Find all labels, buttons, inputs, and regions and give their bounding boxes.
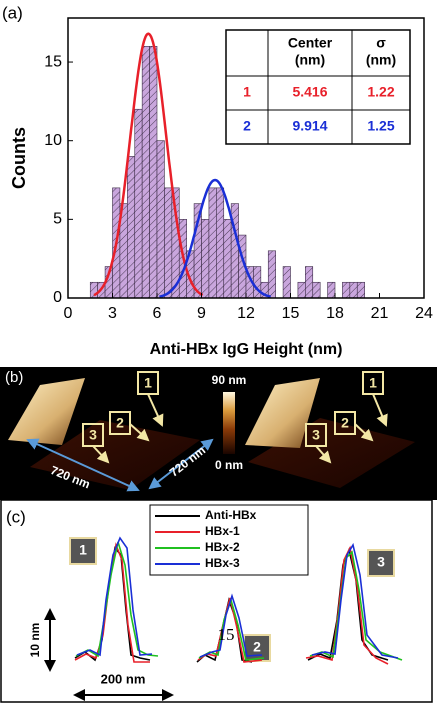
y-tick-label: 5	[53, 211, 62, 228]
x-tick-label: 6	[153, 305, 162, 322]
scale-max: 90 nm	[212, 373, 247, 387]
x-tick-label: 12	[237, 305, 255, 322]
table-header: (nm)	[366, 52, 396, 68]
table-cell: 1.25	[367, 118, 394, 134]
y-tick-label: 10	[44, 132, 62, 149]
page-number: 15	[218, 625, 235, 644]
marker-label: 1	[144, 375, 152, 391]
bar	[202, 219, 209, 298]
x-tick-label: 21	[371, 305, 389, 322]
panel-label: (c)	[6, 507, 26, 526]
bar	[127, 156, 134, 298]
table-cell: 1	[243, 84, 251, 100]
bar	[224, 219, 231, 298]
legend-label: HBx-1	[205, 524, 240, 538]
marker-label: 2	[116, 415, 124, 431]
marker-label: 3	[377, 554, 385, 570]
bar	[305, 267, 312, 298]
figure: (a) Anti-HBx IgG Height (nm) Counts 0 3 6 9…	[0, 0, 437, 703]
y-tick-label: 15	[44, 53, 62, 70]
x-tick-label: 15	[282, 305, 300, 322]
marker-label: 1	[79, 542, 87, 558]
legend-label: HBx-2	[205, 540, 240, 554]
bar	[142, 46, 149, 298]
x-tick-label: 9	[197, 305, 206, 322]
bar	[216, 188, 223, 298]
bar	[283, 267, 290, 298]
color-bar	[223, 392, 235, 454]
scale-min: 0 nm	[215, 458, 243, 472]
histogram-panel: (a) Anti-HBx IgG Height (nm) Counts 0 3 6 9…	[2, 3, 433, 358]
table-header: Center	[288, 35, 333, 51]
horizontal-scale-label: 200 nm	[101, 671, 146, 686]
table-header: (nm)	[295, 52, 325, 68]
marker-label: 2	[253, 639, 261, 655]
bar	[157, 141, 164, 298]
legend-label: Anti-HBx	[205, 508, 257, 522]
bar	[268, 251, 275, 298]
y-axis-label: Counts	[9, 127, 29, 189]
table-cell: 1.22	[367, 84, 394, 100]
bar	[313, 282, 320, 298]
x-tick-label: 3	[108, 305, 117, 322]
bar	[328, 282, 335, 298]
marker-label: 2	[341, 415, 349, 431]
marker-label: 1	[369, 375, 377, 391]
x-tick-label: 24	[415, 305, 433, 322]
legend-label: HBx-3	[205, 556, 240, 570]
table-header: σ	[376, 35, 386, 51]
bar	[164, 188, 171, 298]
marker-label: 3	[312, 427, 320, 443]
table-cell: 9.914	[292, 118, 327, 134]
panel-label: (b)	[5, 369, 23, 386]
bar	[209, 188, 216, 298]
y-tick-label: 0	[53, 289, 62, 306]
table-cell: 5.416	[292, 84, 327, 100]
bar	[150, 46, 157, 298]
bar	[135, 109, 142, 298]
bar	[342, 282, 349, 298]
afm-panel: (b) 90 nm 0 nm 720 nm 720 nm 1 2 3 1 2 3	[0, 367, 437, 500]
x-tick-label: 0	[64, 305, 73, 322]
x-axis-label: Anti-HBx IgG Height (nm)	[150, 341, 343, 358]
x-tick-label: 18	[326, 305, 344, 322]
bar	[357, 282, 364, 298]
bar	[350, 282, 357, 298]
table-cell: 2	[243, 118, 251, 134]
marker-label: 3	[89, 427, 97, 443]
panel-label: (a)	[2, 3, 23, 22]
bar	[253, 267, 260, 298]
bar	[298, 282, 305, 298]
vertical-scale-label: 10 nm	[28, 623, 42, 658]
bar	[90, 282, 97, 298]
profile-panel: (c) Anti-HBx HBx-1 HBx-2 HBx-3 1 2 3 10 …	[1, 500, 432, 702]
